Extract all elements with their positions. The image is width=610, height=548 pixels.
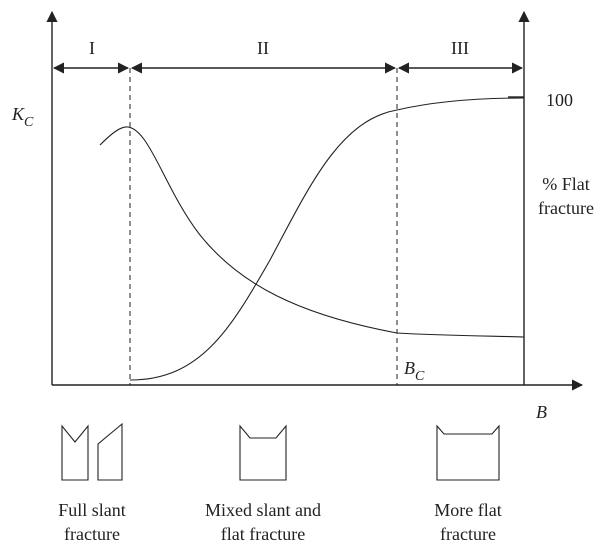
region-label: II	[257, 38, 269, 58]
critical: B	[404, 358, 415, 378]
critical-sub: C	[415, 369, 425, 384]
specimen-caption: fracture	[64, 524, 120, 544]
right-axis-label: fracture	[538, 198, 594, 218]
specimen-icon	[240, 426, 286, 480]
specimen-caption: fracture	[440, 524, 496, 544]
region-label: III	[451, 38, 469, 58]
specimen-caption: Mixed slant and	[205, 500, 321, 520]
y-axis-label: KC	[11, 104, 34, 130]
right-axis-label: % Flat	[542, 174, 590, 194]
specimen-caption: flat fracture	[221, 524, 305, 544]
specimen-caption: More flat	[434, 500, 501, 520]
specimen-icon	[437, 426, 499, 480]
x-axis-label: B	[536, 402, 547, 422]
right-tick-label: 100	[546, 90, 573, 110]
critical-label: BC	[404, 358, 425, 384]
y-label: K	[11, 104, 25, 124]
diagram: I II III KC B BC 100 % Flat fracture Ful…	[0, 0, 610, 548]
kc-curve	[100, 127, 524, 337]
specimen-icon	[62, 426, 88, 480]
region-label: I	[89, 38, 95, 58]
specimen-icon	[98, 424, 122, 480]
y-label-sub: C	[24, 115, 34, 130]
flat-fraction-curve	[130, 98, 524, 380]
specimen-caption: Full slant	[58, 500, 126, 520]
